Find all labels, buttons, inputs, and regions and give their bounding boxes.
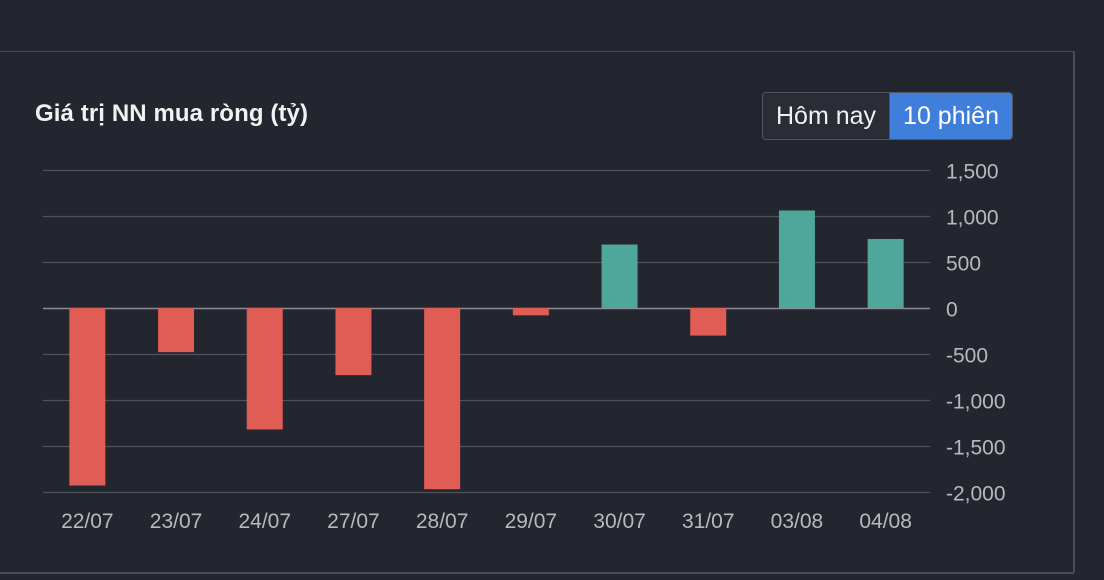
y-tick-label: 0 bbox=[946, 299, 958, 322]
x-tick-label: 23/07 bbox=[150, 510, 203, 533]
x-tick-label: 29/07 bbox=[505, 510, 558, 533]
x-tick-label: 27/07 bbox=[327, 510, 380, 533]
bar-27-07[interactable] bbox=[335, 308, 372, 376]
bar-23-07[interactable] bbox=[158, 308, 195, 353]
bar-24-07[interactable] bbox=[246, 308, 283, 430]
chart-title: Giá trị NN mua ròng (tỷ) bbox=[35, 100, 309, 127]
x-tick-label: 30/07 bbox=[593, 510, 646, 533]
x-tick-label: 04/08 bbox=[859, 510, 912, 533]
bar-28-07[interactable] bbox=[424, 308, 461, 490]
range-toggle: Hôm nay 10 phiên bbox=[762, 92, 1013, 140]
bar-30-07[interactable] bbox=[601, 244, 638, 308]
bar-03-08[interactable] bbox=[778, 210, 815, 308]
y-tick-label: 500 bbox=[946, 253, 981, 276]
top-divider bbox=[0, 51, 1075, 52]
y-tick-label: 1,000 bbox=[946, 207, 999, 230]
ten-sessions-button[interactable]: 10 phiên bbox=[890, 93, 1012, 139]
x-tick-label: 22/07 bbox=[61, 510, 114, 533]
bar-31-07[interactable] bbox=[690, 308, 727, 336]
bar-04-08[interactable] bbox=[867, 239, 904, 308]
bar-29-07[interactable] bbox=[512, 308, 549, 316]
y-tick-label: -500 bbox=[946, 345, 988, 368]
bar-22-07[interactable] bbox=[69, 308, 106, 486]
today-button[interactable]: Hôm nay bbox=[763, 93, 891, 139]
y-tick-label: -1,000 bbox=[946, 391, 1006, 414]
y-tick-label: 1,500 bbox=[946, 161, 999, 184]
x-tick-label: 03/08 bbox=[771, 510, 824, 533]
y-tick-label: -2,000 bbox=[946, 483, 1006, 506]
y-tick-label: -1,500 bbox=[946, 437, 1006, 460]
x-tick-label: 28/07 bbox=[416, 510, 469, 533]
x-tick-label: 31/07 bbox=[682, 510, 735, 533]
x-tick-label: 24/07 bbox=[238, 510, 291, 533]
